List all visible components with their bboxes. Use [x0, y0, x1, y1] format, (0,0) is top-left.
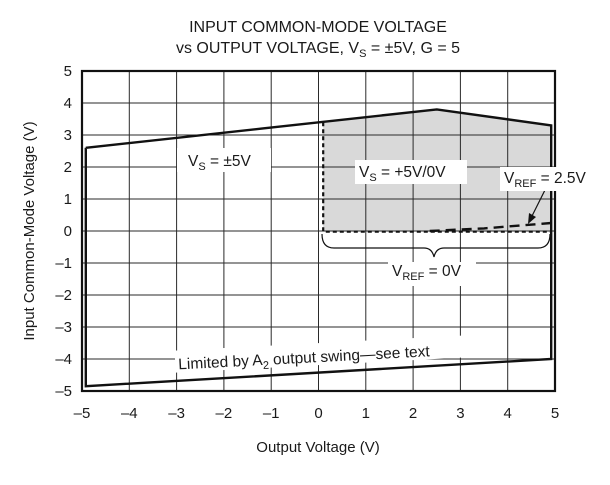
- label-bg: [174, 335, 468, 373]
- y-tick-label: 4: [64, 95, 72, 112]
- y-tick-label: –1: [55, 255, 72, 272]
- brace-vref-0v: [321, 233, 551, 258]
- label-bg: [388, 262, 476, 286]
- x-tick-label: 2: [409, 405, 417, 422]
- x-tick-label: –4: [121, 405, 138, 422]
- x-tick-label: –2: [216, 405, 233, 422]
- x-tick-label: –3: [168, 405, 185, 422]
- y-tick-label: 3: [64, 127, 72, 144]
- series-dual-supply-outline: [84, 108, 553, 388]
- y-axis-label: Input Common-Mode Voltage (V): [21, 121, 38, 340]
- series-single-supply-boundary: [322, 122, 552, 233]
- y-tick-label: –3: [55, 319, 72, 336]
- y-tick-label: –4: [55, 351, 72, 368]
- plot-frame: [80, 69, 557, 393]
- chart-title: INPUT COMMON-MODE VOLTAGE: [189, 19, 447, 36]
- y-tick-label: 0: [64, 223, 72, 240]
- y-tick-label: 1: [64, 191, 72, 208]
- annotation-vs-dual: VS = ±5V: [188, 153, 251, 173]
- y-tick-label: –5: [55, 383, 72, 400]
- arrow-head-icon: [528, 213, 536, 224]
- y-axis-ticks: 5 4 3 2 1 0 –1 –2 –3 –4 –5: [55, 63, 72, 400]
- grid-lines: [82, 71, 555, 391]
- x-tick-label: –1: [263, 405, 280, 422]
- label-bg: [500, 167, 608, 191]
- x-axis-ticks: –5 –4 –3 –2 –1 0 1 2 3 4 5: [74, 405, 560, 422]
- x-tick-label: 1: [362, 405, 370, 422]
- annotation-vref-2p5: VREF = 2.5V: [504, 170, 587, 190]
- x-tick-label: 3: [456, 405, 464, 422]
- x-tick-label: 4: [504, 405, 512, 422]
- x-axis-label: Output Voltage (V): [256, 439, 379, 456]
- x-tick-label: 5: [551, 405, 559, 422]
- x-tick-label: –5: [74, 405, 91, 422]
- y-tick-label: 2: [64, 159, 72, 176]
- series-vref-2p5: [429, 221, 552, 233]
- chart-subtitle: vs OUTPUT VOLTAGE, VS = ±5V, G = 5: [176, 40, 460, 60]
- x-tick-label: 0: [314, 405, 322, 422]
- label-bg: [355, 160, 467, 184]
- annotation-vs-single: VS = +5V/0V: [359, 164, 446, 184]
- annotation-vref-0v: VREF = 0V: [392, 263, 462, 283]
- arrow-vref-2p5: [530, 189, 546, 219]
- label-bg: [177, 148, 271, 172]
- y-tick-label: 5: [64, 63, 72, 80]
- y-tick-label: –2: [55, 287, 72, 304]
